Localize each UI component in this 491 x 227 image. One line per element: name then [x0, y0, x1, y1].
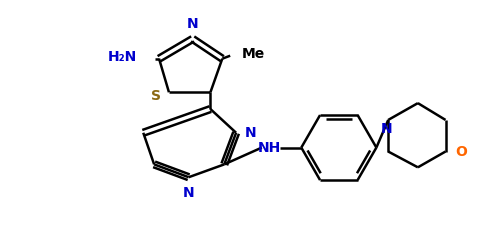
Text: N: N — [381, 122, 392, 136]
Text: NH: NH — [258, 141, 281, 155]
Text: N: N — [187, 17, 198, 31]
Text: O: O — [455, 145, 467, 158]
Text: Me: Me — [242, 47, 265, 61]
Text: N: N — [183, 186, 194, 200]
Text: H₂N: H₂N — [108, 50, 137, 64]
Text: S: S — [151, 89, 161, 103]
Text: N: N — [245, 126, 257, 140]
